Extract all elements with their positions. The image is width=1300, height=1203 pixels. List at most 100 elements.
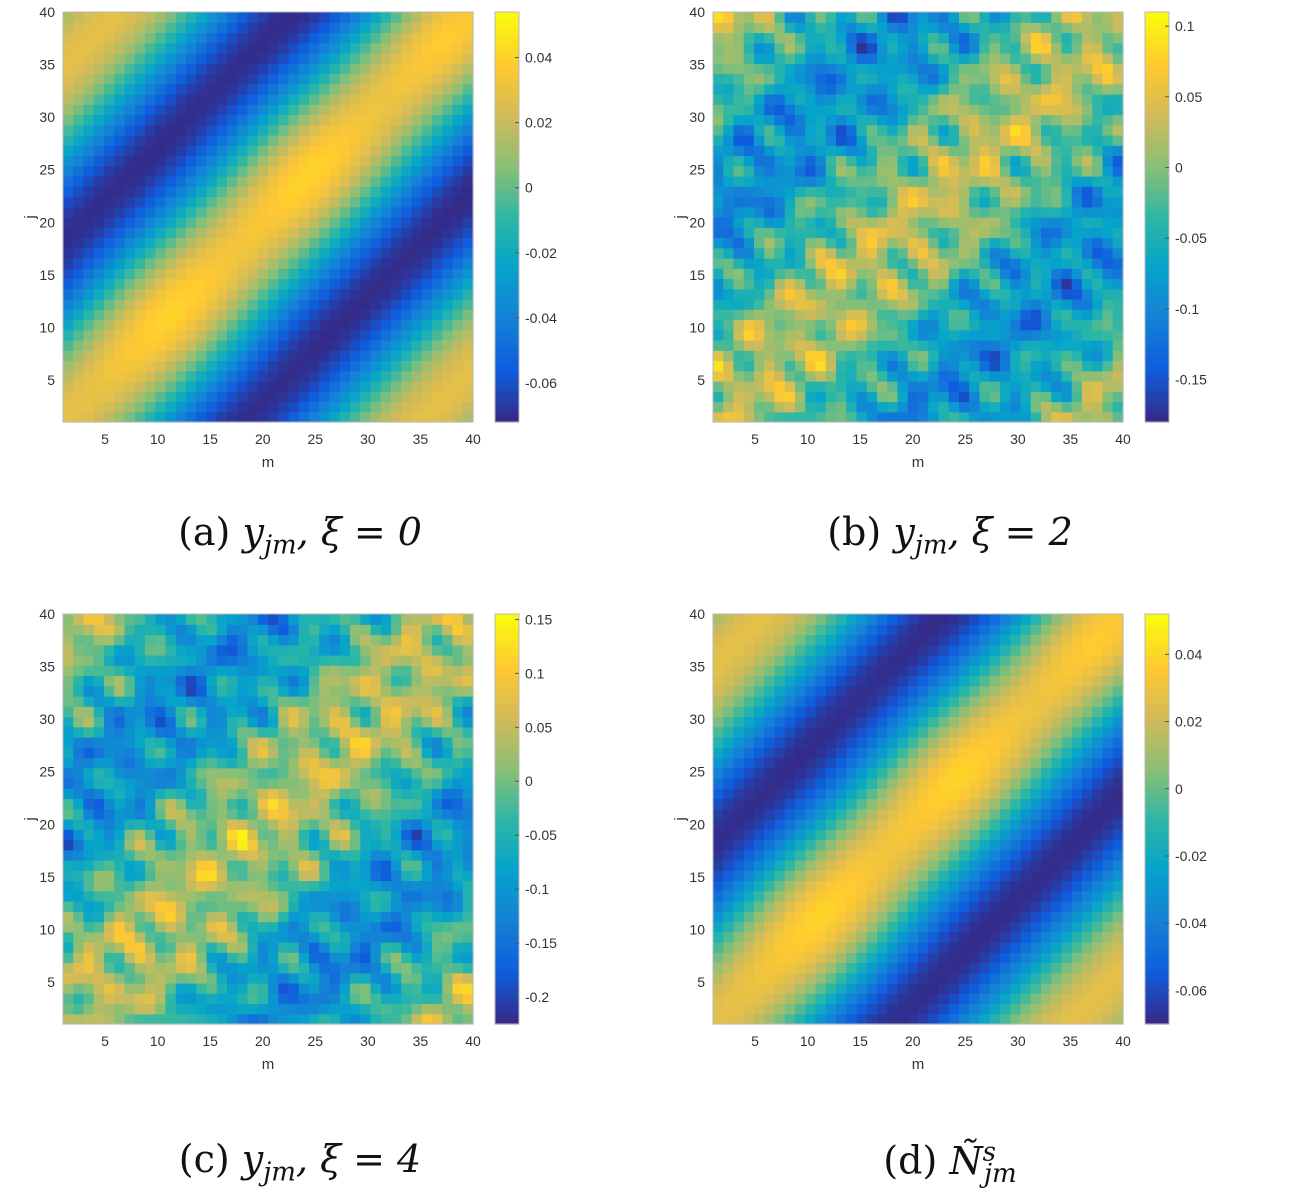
heatmap-cell (743, 217, 755, 228)
heatmap-cell (1061, 186, 1073, 198)
heatmap-cell (165, 1003, 177, 1015)
heatmap-cell (288, 655, 300, 666)
heatmap-cell (1102, 258, 1114, 269)
heatmap-cell (897, 401, 909, 413)
heatmap-cell (370, 401, 382, 413)
colorbar-segment (495, 406, 519, 413)
heatmap-cell (1000, 53, 1011, 64)
heatmap-cell (227, 42, 238, 54)
heatmap-cell (360, 22, 372, 34)
heatmap-cell (754, 268, 765, 280)
heatmap-cell (278, 360, 290, 372)
heatmap-cell (309, 778, 320, 789)
heatmap-cell (206, 962, 218, 974)
heatmap-cell (360, 360, 372, 372)
heatmap-cell (918, 258, 929, 269)
heatmap-cell (145, 911, 156, 923)
heatmap-cell (247, 217, 259, 228)
heatmap-cell (73, 829, 85, 841)
heatmap-cell (907, 12, 919, 23)
heatmap-cell (134, 972, 146, 984)
heatmap-cell (268, 381, 279, 392)
heatmap-cell (401, 829, 413, 841)
heatmap-cell (1071, 309, 1083, 321)
heatmap-cell (175, 993, 187, 1005)
heatmap-cell (134, 288, 146, 300)
heatmap-cell (907, 329, 919, 341)
heatmap-cell (73, 247, 85, 259)
heatmap-cell (856, 83, 868, 95)
heatmap-cell (918, 309, 929, 321)
heatmap-cell (713, 73, 724, 85)
heatmap-cell (309, 360, 320, 372)
colorbar-segment (1145, 160, 1169, 167)
heatmap-cell (175, 716, 187, 728)
heatmap-cell (319, 921, 331, 933)
heatmap-cell (370, 206, 382, 218)
heatmap-cell (856, 309, 868, 321)
heatmap-cell (175, 22, 187, 34)
heatmap-cell (452, 83, 464, 95)
heatmap-cell (836, 104, 847, 116)
heatmap-cell (1010, 319, 1022, 331)
heatmap-cell (93, 206, 105, 218)
heatmap-cell (1061, 63, 1073, 75)
heatmap-cell (309, 983, 320, 994)
colorbar-segment (1145, 135, 1169, 141)
heatmap-cell (114, 890, 126, 902)
heatmap-cell (815, 360, 827, 372)
heatmap-cell (124, 993, 136, 1005)
heatmap-cell (774, 268, 786, 280)
heatmap-cell (928, 63, 940, 75)
heatmap-cell (401, 706, 413, 718)
heatmap-cell (1000, 227, 1011, 239)
heatmap-cell (948, 258, 960, 269)
heatmap-cell (104, 706, 115, 718)
heatmap-cell (401, 73, 413, 85)
heatmap-cell (887, 63, 899, 75)
heatmap-cell (1071, 258, 1083, 269)
heatmap-cell (380, 634, 392, 646)
heatmap-cell (866, 401, 878, 413)
heatmap-cell (948, 206, 960, 218)
colorbar-segment (1145, 83, 1169, 90)
heatmap-cell (73, 808, 85, 820)
heatmap-cell (1112, 370, 1124, 382)
heatmap-cell (380, 972, 392, 984)
y-tick-label: 30 (689, 109, 705, 125)
heatmap-cell (887, 288, 899, 300)
heatmap-cell (380, 747, 392, 759)
heatmap-cell (1112, 32, 1124, 44)
heatmap-cell (114, 757, 126, 769)
heatmap-cell (196, 921, 208, 933)
heatmap-cell (836, 360, 847, 372)
heatmap-cell (442, 634, 454, 646)
heatmap-cell (309, 880, 320, 892)
heatmap-cell (186, 839, 197, 851)
heatmap-cell (350, 237, 361, 249)
heatmap-cell (452, 165, 464, 177)
heatmap-cell (288, 808, 300, 820)
heatmap-cell (216, 1003, 228, 1015)
heatmap-cell (733, 176, 745, 187)
heatmap-cell (196, 32, 208, 44)
heatmap-cell (815, 155, 827, 167)
heatmap-cell (278, 63, 290, 75)
heatmap-cell (764, 12, 776, 23)
heatmap-cell (134, 42, 146, 54)
heatmap-cell (401, 757, 413, 769)
heatmap-cell (411, 675, 423, 687)
heatmap-cell (887, 83, 899, 95)
colorbar-segment (1145, 386, 1169, 392)
heatmap-cell (733, 391, 745, 403)
heatmap-cell (907, 114, 919, 126)
heatmap-cell (391, 901, 402, 912)
heatmap-cell (134, 716, 146, 728)
heatmap-cell (268, 53, 279, 64)
heatmap-cell (907, 53, 919, 64)
heatmap-cell (319, 258, 331, 269)
heatmap-cell (73, 278, 85, 290)
caption-b-label: (b) (827, 510, 882, 554)
heatmap-cell (723, 135, 735, 146)
heatmap-cell (104, 258, 115, 269)
